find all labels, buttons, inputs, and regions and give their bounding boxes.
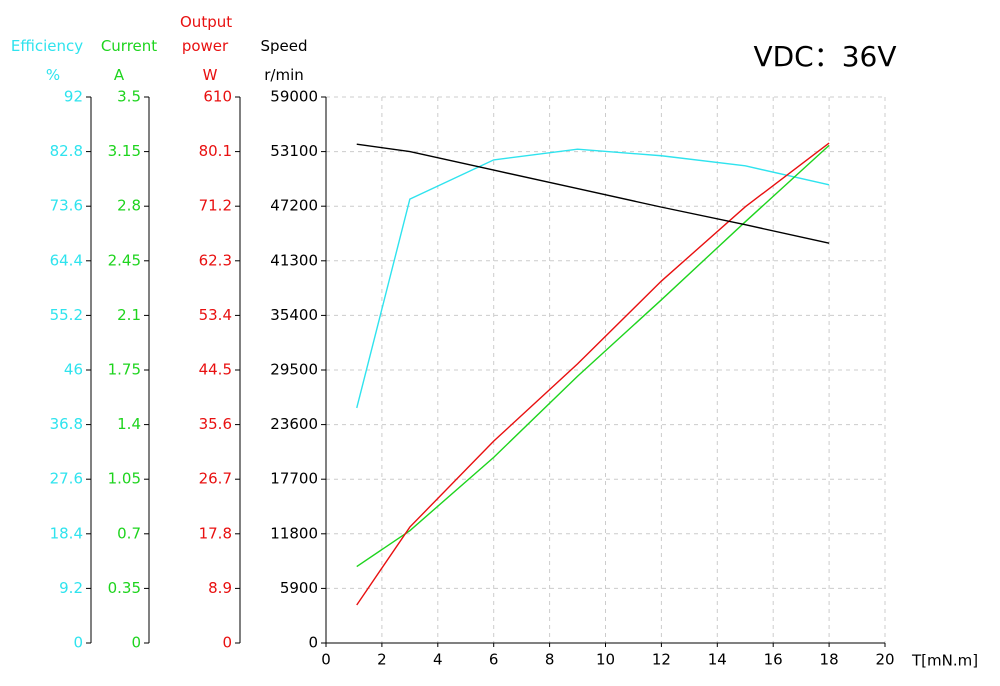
x-tick-label: 8 [545,651,555,669]
y-tick-label: 17.8 [199,524,232,542]
y-tick-label: 3.15 [108,142,141,160]
y-tick-label: 9.2 [59,579,83,597]
y-tick-label: 610 [203,88,232,106]
y-tick-label: 80.1 [199,142,232,160]
y-tick-label: 0 [131,634,141,652]
y-tick-label: 29500 [270,361,318,379]
y-tick-label: 46 [64,361,83,379]
x-tick-label: 4 [433,651,443,669]
y-tick-label: 5900 [280,579,318,597]
y-tick-label: 2.45 [108,251,141,269]
y-tick-label: 1.4 [117,415,141,433]
x-axis-label: T[mN.m] [911,652,978,670]
x-tick-label: 12 [652,651,671,669]
y-tick-label: 53100 [270,142,318,160]
series-line [356,148,830,409]
y-tick-label: 26.7 [199,470,232,488]
y-tick-label: 71.2 [199,197,232,215]
axis-unit: r/min [264,66,304,84]
y-tick-label: 41300 [270,251,318,269]
chart-title: VDC：36V [753,40,896,73]
y-tick-label: 59000 [270,88,318,106]
y-tick-label: 64.4 [50,251,83,269]
axis-title: Output power [180,13,233,55]
y-tick-label: 0 [222,634,232,652]
series-line [356,143,830,244]
y-tick-label: 35400 [270,306,318,324]
y-tick-label: 2.8 [117,197,141,215]
series-line [356,144,830,568]
axis-title: Current [100,37,158,55]
y-tick-label: 18.4 [50,524,83,542]
y-tick-label: 0 [308,634,318,652]
y-tick-label: 53.4 [199,306,232,324]
y-tick-label: 92 [64,88,83,106]
y-tick-label: 44.5 [199,361,232,379]
y-tick-label: 0.7 [117,524,141,542]
x-tick-label: 6 [489,651,499,669]
y-tick-label: 0 [73,634,83,652]
y-tick-label: 82.8 [50,142,83,160]
y-tick-label: 27.6 [50,470,83,488]
axis-title: Speed [260,37,308,55]
axis-unit: W [202,66,218,84]
series-line [356,142,830,606]
y-tick-label: 23600 [270,415,318,433]
y-tick-label: 3.5 [117,88,141,106]
x-tick-label: 2 [377,651,387,669]
axis-title: Efficiency [10,37,84,55]
x-tick-label: 14 [708,651,727,669]
axis-unit: % [45,66,61,84]
x-tick-label: 10 [596,651,615,669]
y-tick-label: 17700 [270,470,318,488]
axis-unit: A [113,66,125,84]
x-tick-label: 18 [820,651,839,669]
x-tick-label: 16 [764,651,783,669]
y-tick-label: 47200 [270,197,318,215]
y-tick-label: 1.05 [108,470,141,488]
y-tick-label: 35.6 [199,415,232,433]
y-tick-label: 0.35 [108,579,141,597]
y-tick-label: 55.2 [50,306,83,324]
x-tick-label: 20 [875,651,894,669]
y-tick-label: 2.1 [117,306,141,324]
x-tick-label: 0 [321,651,331,669]
y-tick-label: 73.6 [50,197,83,215]
y-tick-label: 62.3 [199,251,232,269]
y-tick-label: 1.75 [108,361,141,379]
y-tick-label: 11800 [270,524,318,542]
y-tick-label: 8.9 [208,579,232,597]
y-tick-label: 36.8 [50,415,83,433]
